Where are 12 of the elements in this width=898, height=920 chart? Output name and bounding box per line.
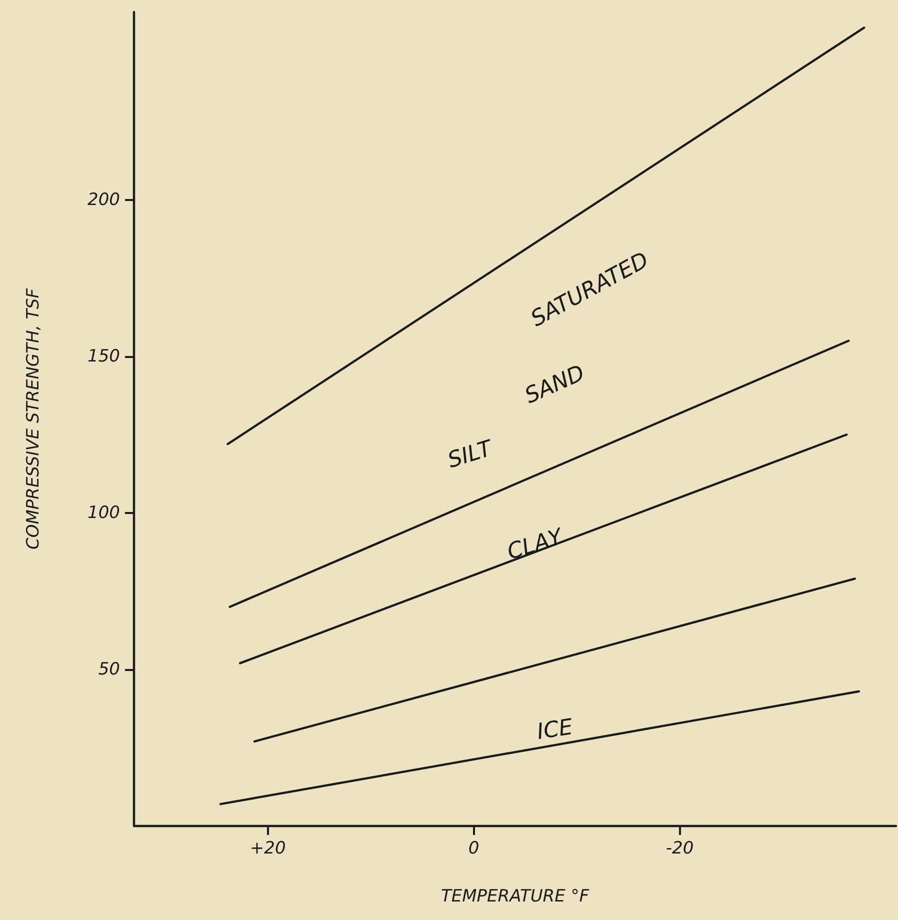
annotation: SILT <box>444 436 497 474</box>
y-tick-label: 100 <box>88 502 120 523</box>
y-tick-label: 200 <box>88 190 120 210</box>
x-axis-title: TEMPERATURE °F <box>440 886 590 906</box>
x-tick-label: 0 <box>468 838 480 858</box>
y-tick-label: 50 <box>98 659 120 680</box>
x-tick-label: +20 <box>250 838 286 858</box>
y-axis-title: COMPRESSIVE STRENGTH, TSF <box>24 288 44 550</box>
x-tick-label: -20 <box>666 838 694 858</box>
annotation: ICE <box>535 714 575 746</box>
y-tick-label: 150 <box>88 346 120 366</box>
annotation: SAND <box>521 360 589 410</box>
